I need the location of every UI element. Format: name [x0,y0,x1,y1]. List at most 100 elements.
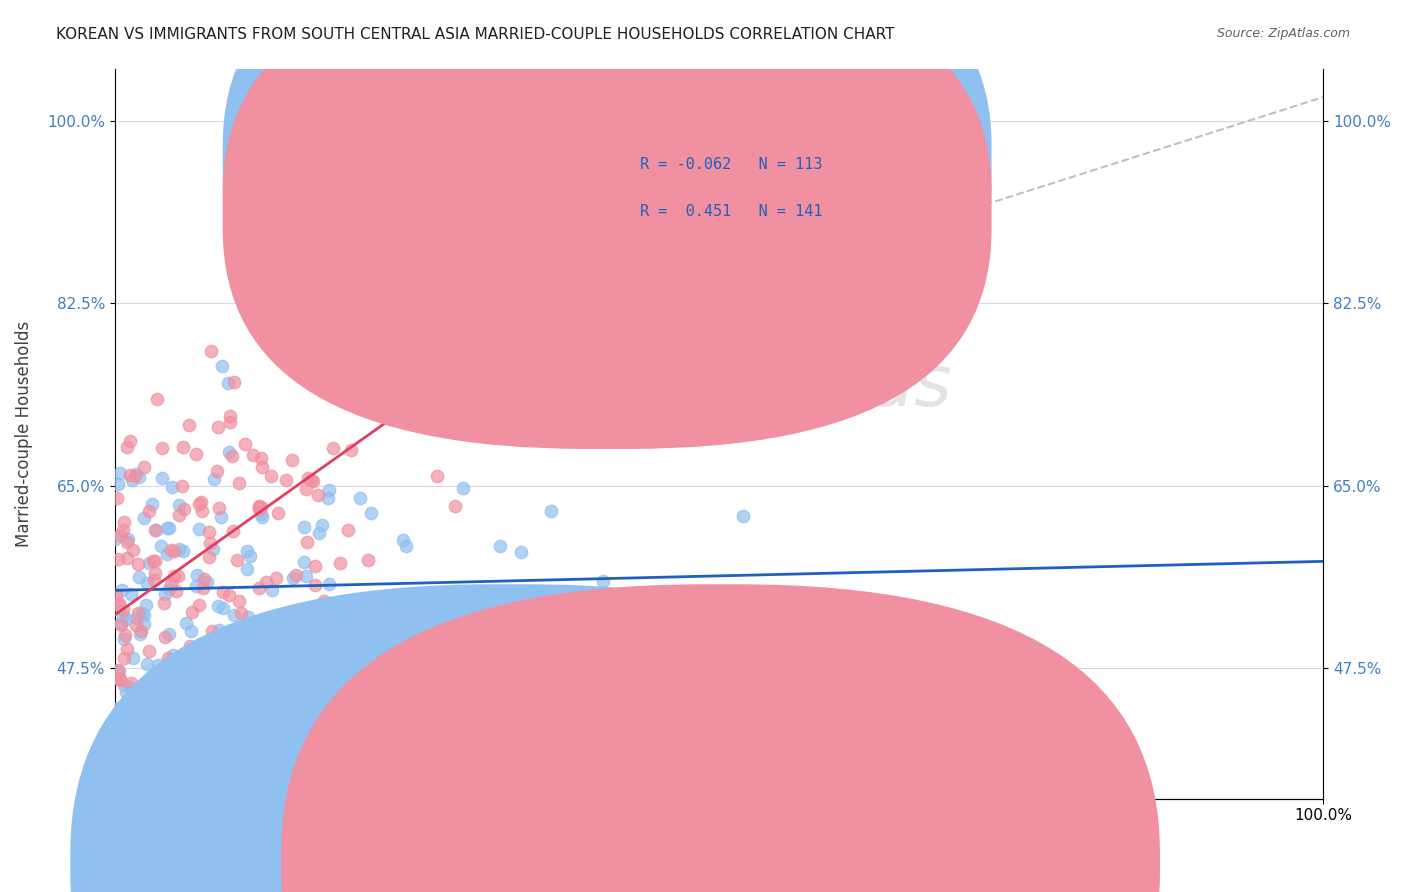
Point [127,557,149,571]
Point [250,450,273,465]
Point [167,498,190,512]
Point [145,392,167,406]
Point [179,640,201,654]
Point [444,500,467,514]
Point [207,420,229,434]
Point [388,234,411,248]
Point [311,518,333,533]
Point [132,617,155,632]
Point [231,607,253,621]
Point [250,508,273,522]
Point [118,468,141,483]
Point [235,543,257,558]
Point [510,545,533,559]
Point [112,632,135,646]
Point [180,624,202,638]
Point [449,607,471,622]
Point [224,375,246,389]
Point [110,527,132,541]
Point [197,549,219,564]
Point [115,642,138,657]
Point [283,621,305,635]
Point [264,656,287,670]
Point [145,523,167,537]
Point [478,123,501,137]
Point [129,627,152,641]
FancyBboxPatch shape [562,142,924,251]
Point [247,501,270,516]
Point [360,506,382,520]
Point [260,468,283,483]
Point [172,479,194,493]
Point [191,582,214,596]
Point [127,764,149,779]
Point [131,606,153,620]
Point [242,449,264,463]
Point [172,441,194,455]
Point [254,574,277,589]
Point [266,571,288,585]
Point [108,672,131,686]
Point [153,596,176,610]
Point [186,568,208,582]
Point [160,543,183,558]
Point [281,571,304,585]
Point [124,469,146,483]
Point [343,593,366,607]
Point [271,684,294,698]
Point [125,611,148,625]
Point [125,467,148,481]
Point [297,471,319,485]
Point [129,624,152,639]
Point [222,524,245,538]
Point [107,791,129,805]
Point [191,504,214,518]
Point [474,674,496,689]
Point [132,608,155,623]
Text: R =  0.451   N = 141: R = 0.451 N = 141 [640,204,823,219]
Point [193,572,215,586]
Point [228,594,250,608]
Point [115,535,138,549]
Point [188,598,211,612]
Point [219,415,242,429]
Point [157,711,180,725]
Point [357,392,380,407]
Point [540,504,562,518]
Point [181,684,204,698]
Point [239,549,262,563]
Point [349,491,371,506]
Point [357,552,380,566]
Point [107,477,129,491]
Point [153,662,176,676]
Point [134,511,156,525]
Point [221,449,243,463]
Point [160,576,183,591]
Point [302,475,325,489]
Point [592,574,614,588]
Point [114,685,136,699]
Point [284,568,307,582]
Point [370,321,392,335]
Point [202,542,225,557]
Point [170,725,193,739]
Point [157,656,180,670]
Point [127,606,149,620]
Point [157,582,180,596]
Point [211,359,233,374]
Point [135,576,157,591]
Point [108,664,131,678]
Point [534,635,557,649]
Point [733,508,755,523]
Point [128,469,150,483]
Point [117,550,139,565]
Point [156,521,179,535]
Point [318,491,340,505]
Point [218,445,240,459]
Point [115,704,138,718]
Point [211,601,233,615]
Text: Immigrants from South Central Asia: Immigrants from South Central Asia [745,855,1021,870]
Point [666,304,689,318]
Point [247,582,270,596]
Point [262,582,284,597]
